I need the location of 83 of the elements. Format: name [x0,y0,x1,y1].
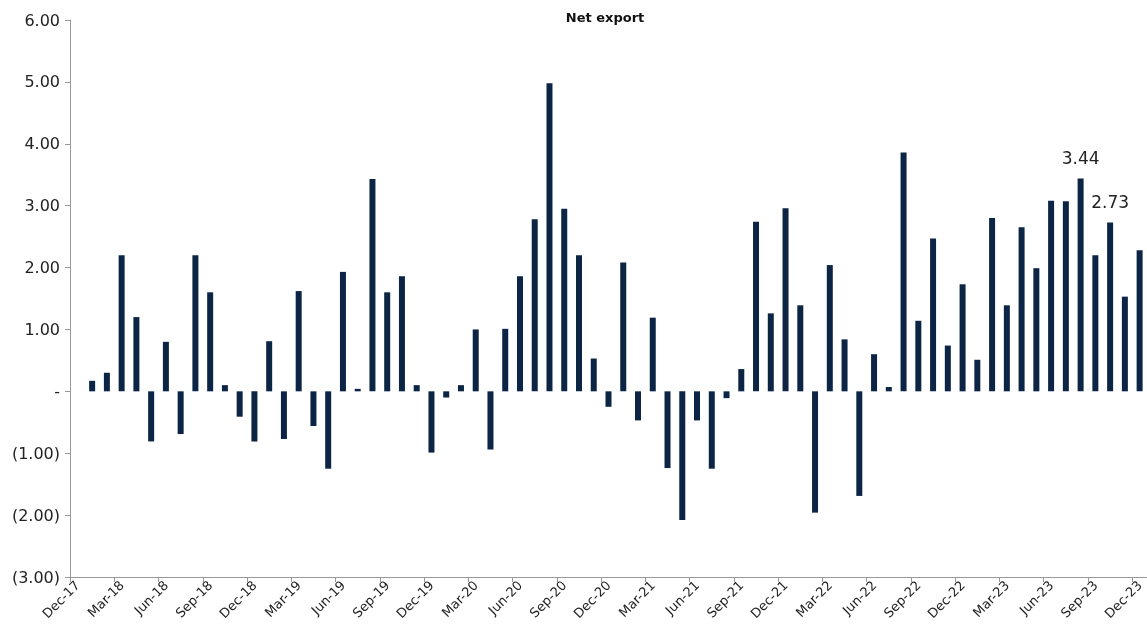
y-tick-label: 4.00 [24,134,60,154]
y-tick-label: 5.00 [24,72,60,92]
bar [251,391,258,442]
bar [826,265,833,392]
bar [723,391,730,399]
y-tick-label: - [54,381,60,401]
bar [664,391,671,469]
bar [694,391,701,421]
y-tick-label: 3.00 [24,196,60,216]
bar [487,391,494,450]
bar [443,391,450,398]
bar [590,358,597,392]
bar [516,276,523,392]
bar [1018,227,1025,392]
bar [192,255,199,392]
bar [812,391,819,513]
bar [605,391,612,407]
bar [531,219,538,392]
data-label: 2.73 [1091,191,1130,212]
bar [1107,222,1114,392]
y-tick-label: 1.00 [24,319,60,339]
bar [959,284,966,392]
bar [856,391,863,496]
bar [708,391,715,469]
bar [900,152,907,392]
bar [413,385,420,392]
bar [620,262,627,392]
bar [546,83,553,392]
bar [472,329,479,392]
bar [649,317,656,392]
bar [295,291,302,392]
bar [915,320,922,392]
bar [89,380,96,392]
bar [384,292,391,392]
bar [944,345,951,392]
bar [1048,200,1055,392]
bar [635,391,642,421]
bar [221,385,228,392]
y-tick-label: 2.00 [24,258,60,278]
bar [1092,255,1099,392]
bar [369,179,376,392]
bar [266,341,273,392]
bar [841,339,848,392]
bar [280,391,287,439]
bar [575,255,582,392]
bar [398,276,405,392]
bar [1121,296,1128,392]
bar [679,391,686,521]
bar [1033,268,1040,392]
bar [782,208,789,392]
bar [1077,178,1084,392]
bar [561,208,568,392]
bar [177,391,184,435]
bar [885,387,892,392]
y-tick-label: (1.00) [11,443,60,463]
data-label: 3.44 [1061,147,1100,168]
bar [207,292,214,392]
bar [738,369,745,392]
bar [148,391,155,442]
bar [310,391,317,426]
chart-title: Net export [565,10,645,25]
bar [753,221,760,392]
bar [118,255,125,392]
bar [502,328,509,392]
bar [133,317,140,392]
bar [1136,250,1143,392]
bar [103,372,110,392]
bar [974,359,981,392]
bar [428,391,435,453]
bar [325,391,332,469]
bar [871,354,878,392]
bar [1003,305,1010,392]
bar [1062,201,1069,392]
bar [930,238,937,392]
bar [457,385,464,392]
bar [236,391,243,417]
y-tick-label: (2.00) [11,505,60,525]
y-tick-label: 6.00 [24,10,60,30]
bar [989,218,996,392]
bar [162,341,169,392]
bar [797,305,804,392]
bar [339,271,346,392]
bar [767,313,774,392]
